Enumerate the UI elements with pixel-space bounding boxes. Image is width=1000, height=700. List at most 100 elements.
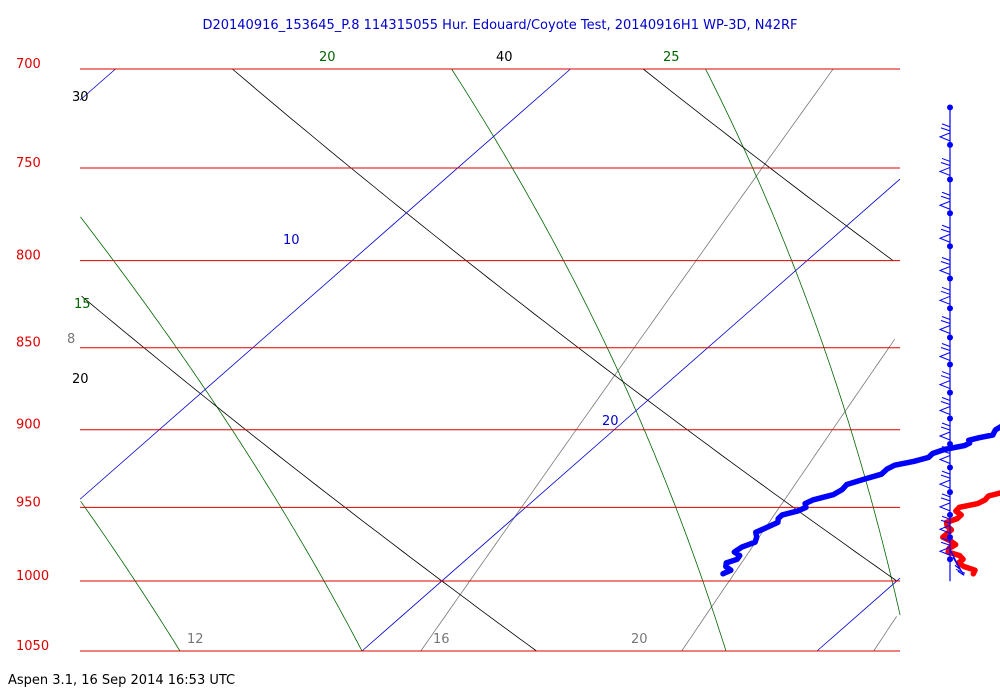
mixing-ratio-line — [873, 616, 897, 652]
wind-barb-feather — [955, 568, 966, 574]
temperature-trace — [940, 490, 1000, 577]
pressure-tick-label: 1000 — [16, 569, 49, 584]
wind-barb-feather — [941, 286, 951, 291]
wind-barb-dot — [947, 441, 953, 448]
wind-barb-pennant — [938, 200, 951, 210]
wind-barb-pennant — [938, 431, 951, 441]
wind-barb-feather — [940, 497, 951, 502]
isotherm-line — [816, 577, 901, 652]
dry-adiabat-label: 20 — [72, 372, 89, 387]
isobars — [80, 68, 900, 652]
wind-barb-feather — [941, 191, 951, 196]
wind-barb-feather — [941, 123, 951, 128]
moist-adiabat-label: 25 — [663, 50, 680, 65]
wind-barb-feather — [940, 519, 951, 524]
moist-adiabat — [451, 68, 727, 652]
wind-barb-pennant — [938, 454, 951, 465]
wind-barb-dot — [947, 464, 953, 471]
wind-barb-feather — [941, 470, 951, 475]
wind-barb-dot — [947, 176, 953, 183]
wind-barb-feather — [940, 195, 951, 200]
dry-adiabat-label: 40 — [496, 50, 513, 65]
wind-barb-pennant — [938, 351, 951, 362]
wind-barb-feather — [940, 290, 951, 295]
wind-barb-pennant — [938, 546, 951, 557]
dewpoint-trace — [720, 423, 1000, 577]
mixing-ratio-label: 12 — [187, 632, 204, 647]
mixing-ratio-line — [681, 338, 896, 652]
isotherm-line — [79, 68, 571, 500]
wind-barb-feather — [940, 474, 951, 479]
wind-barb-feather — [940, 261, 951, 265]
pressure-tick-label: 700 — [16, 57, 41, 72]
wind-barb-dot — [947, 389, 953, 396]
mixing-ratio-line — [420, 68, 834, 652]
moist-adiabats — [80, 68, 901, 652]
wind-barb-feather — [941, 537, 951, 542]
wind-barb-dot — [947, 534, 953, 541]
wind-barb-dot — [947, 305, 953, 312]
footer-text: Aspen 3.1, 16 Sep 2014 16:53 UTC — [8, 673, 236, 688]
wind-barb-dot — [947, 361, 953, 368]
wind-barb-dot — [947, 141, 953, 148]
wind-barb-feather — [941, 158, 951, 162]
wind-barb-dot — [947, 556, 953, 563]
wind-barb-surface — [952, 556, 965, 576]
wind-barb-feather — [941, 316, 951, 320]
wind-profile — [938, 104, 966, 582]
dry-adiabat — [642, 68, 894, 262]
wind-barb-dot — [947, 104, 953, 111]
dry-adiabats — [81, 68, 898, 652]
moist-adiabat-label: 20 — [319, 50, 336, 65]
moist-adiabat — [705, 68, 901, 616]
wind-barb-feather — [940, 541, 951, 546]
pressure-tick-label: 850 — [16, 336, 41, 351]
wind-barb-feather — [940, 228, 951, 233]
wind-barb-feather — [940, 161, 951, 166]
wind-barb-pennant — [938, 379, 951, 390]
wind-barb-pennant — [938, 324, 951, 335]
dry-adiabat — [81, 295, 537, 652]
wind-barb-feather — [940, 320, 951, 324]
wind-barb-pennant — [938, 295, 951, 306]
wind-barb-feather — [941, 446, 951, 450]
moist-adiabat — [80, 501, 181, 652]
isotherm-line — [79, 68, 116, 101]
wind-barb-feather — [941, 224, 951, 229]
wind-barb-pennant — [938, 479, 951, 489]
isotherm-line — [361, 178, 901, 652]
wind-barb-feather — [941, 343, 951, 347]
wind-barb-feather — [940, 426, 951, 431]
pressure-tick-label: 1050 — [16, 639, 49, 654]
wind-barb-dot — [947, 511, 953, 518]
wind-barb-feather — [940, 375, 951, 380]
wind-barb-feather — [941, 397, 951, 401]
wind-barb-feather — [941, 515, 951, 520]
wind-barb-pennant — [938, 405, 951, 416]
sounding-traces — [720, 423, 1000, 577]
wind-barb-feather — [941, 371, 951, 376]
pressure-tick-label: 750 — [16, 156, 41, 171]
wind-barb-dot — [947, 489, 953, 496]
wind-barb-feather — [940, 127, 951, 132]
mixing-ratio-label: 20 — [631, 632, 648, 647]
moist-adiabat — [80, 216, 363, 652]
mixing-ratio-label: 16 — [433, 632, 450, 647]
dry-adiabat-label: 30 — [72, 90, 89, 105]
wind-barb-feather — [941, 422, 951, 427]
wind-barb-pennant — [938, 265, 951, 276]
wind-barb-dot — [947, 243, 953, 250]
mixing-ratio-lines — [420, 68, 897, 652]
dry-adiabat — [232, 68, 898, 582]
chart-title: D20140916_153645_P.8 114315055 Hur. Edou… — [202, 18, 798, 33]
wind-barb-pennant — [938, 166, 951, 177]
pressure-tick-label: 900 — [16, 418, 41, 433]
wind-barb-pennant — [938, 502, 951, 512]
wind-barb-feather — [940, 450, 951, 454]
wind-barb-pennant — [938, 132, 951, 142]
wind-barb-feather — [941, 493, 951, 498]
wind-barb-dot — [947, 275, 953, 282]
mixing-ratio-label: 8 — [67, 332, 75, 347]
